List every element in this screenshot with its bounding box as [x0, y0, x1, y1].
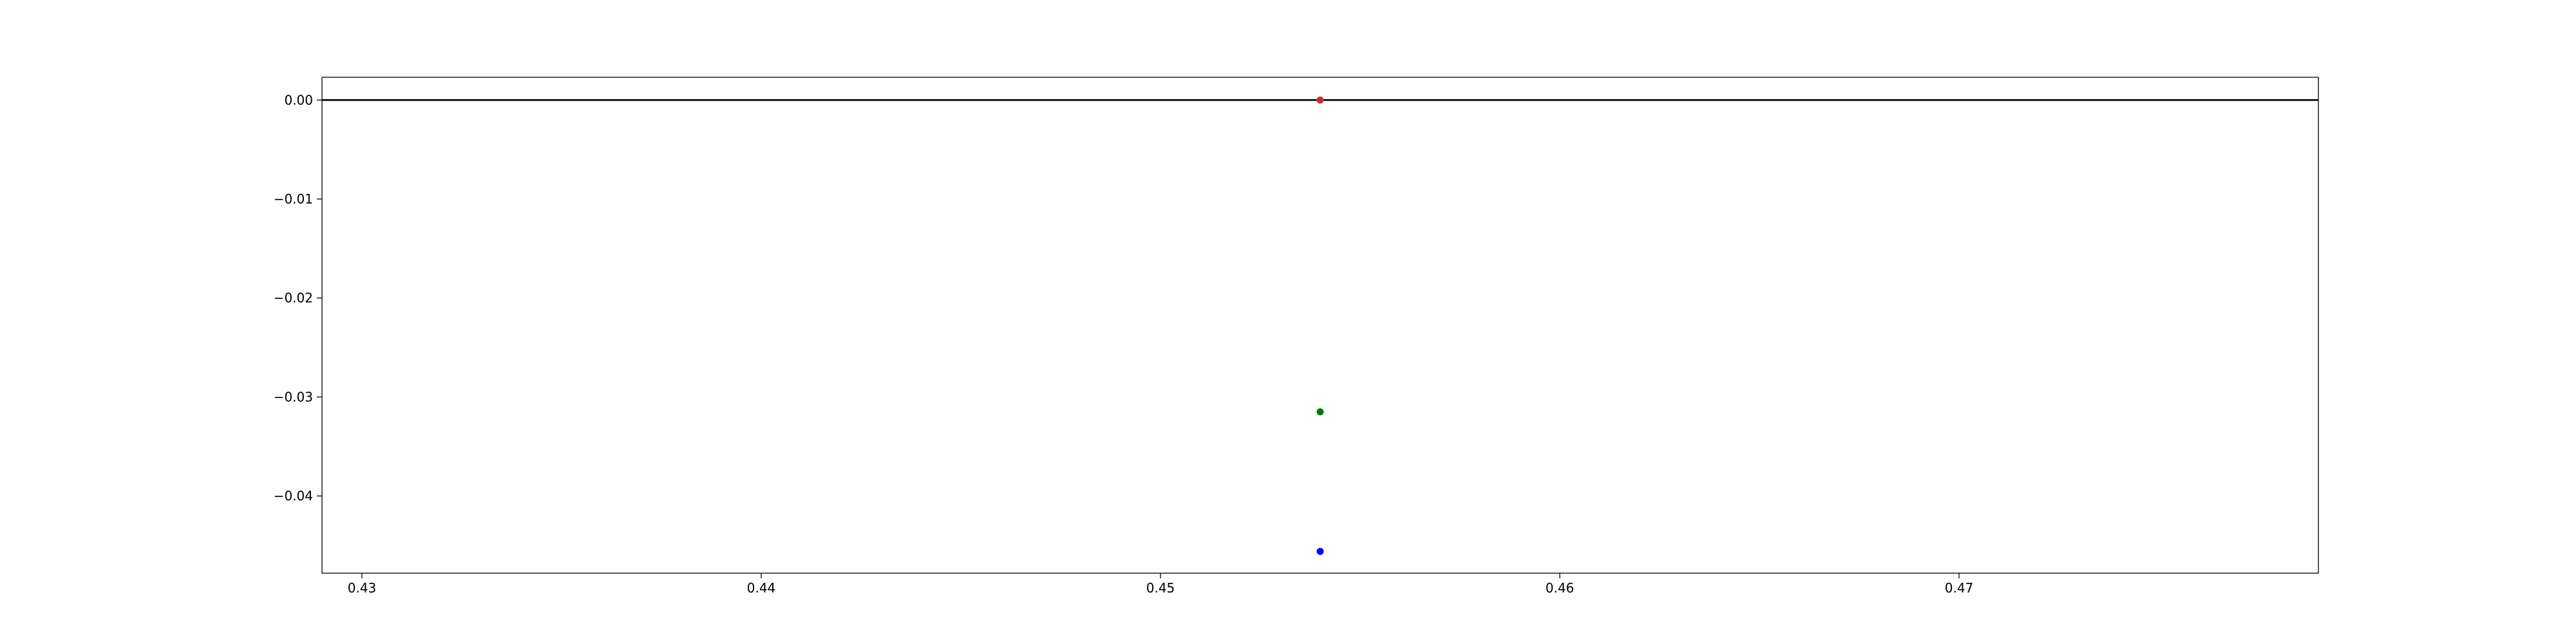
y-tick-label: −0.01: [274, 191, 313, 207]
plot-background: [322, 77, 2318, 573]
x-tick-label: 0.45: [1146, 580, 1175, 596]
y-tick-label: −0.02: [274, 290, 313, 306]
data-point: [1316, 96, 1324, 104]
x-axis-ticks: 0.43 0.44 0.45 0.46 0.47: [348, 573, 1974, 596]
plot-frame: [321, 77, 2319, 574]
y-tick-label: 0.00: [284, 92, 313, 108]
data-point: [1316, 547, 1324, 555]
x-tick-label: 0.46: [1546, 580, 1575, 596]
y-axis-ticks: 0.00 −0.01 −0.02 −0.03 −0.04: [274, 92, 322, 504]
x-tick-label: 0.43: [348, 580, 377, 596]
x-tick-label: 0.47: [1945, 580, 1974, 596]
y-tick-label: −0.03: [274, 389, 313, 404]
y-tick-label: −0.04: [274, 488, 313, 504]
scatter-points: [1316, 96, 1324, 555]
x-tick-label: 0.44: [747, 580, 776, 596]
data-point: [1316, 408, 1324, 415]
